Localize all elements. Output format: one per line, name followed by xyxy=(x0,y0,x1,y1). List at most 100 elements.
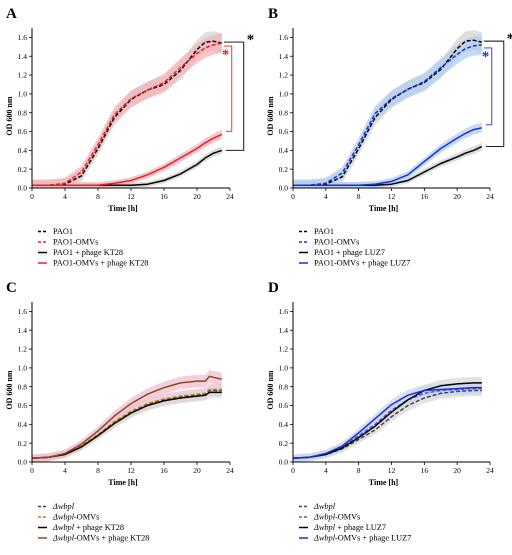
y-tick-label: 0.2 xyxy=(279,439,289,448)
x-tick-label: 24 xyxy=(486,466,494,475)
y-tick-label: 1.0 xyxy=(18,89,28,98)
legend-label-1: Δwbpl xyxy=(52,502,75,511)
series-band-4 xyxy=(32,370,222,462)
x-tick-label: 20 xyxy=(193,466,201,475)
y-tick-label: 1.6 xyxy=(18,307,28,316)
legend-label-strain: Δwbpl xyxy=(52,502,75,511)
series-line-3 xyxy=(292,382,482,459)
legend-label-strain: Δwbpl xyxy=(313,534,336,543)
significance-star-black: * xyxy=(507,31,512,47)
legend-label-2: Δwbpl-OMVs xyxy=(52,513,99,522)
x-tick-label: 8 xyxy=(96,192,100,201)
legend-label-rest: + phage LUZ7 xyxy=(335,523,386,532)
legend-label-strain: Δwbpl xyxy=(313,502,336,511)
x-tick-label: 16 xyxy=(421,466,429,475)
legend-label-rest: -OMVs xyxy=(74,513,99,522)
series-line-4 xyxy=(31,375,222,459)
panel-B: B 0.0 0.2 0.4 0.6 0.8 1.0 1.2 1.4 1.6 0 4 8 12 16 20 24 T… xyxy=(266,6,512,268)
y-tick-label: 1.0 xyxy=(279,89,289,98)
panel-letter: D xyxy=(268,280,279,296)
x-tick-label: 16 xyxy=(160,192,168,201)
x-tick-label: 20 xyxy=(453,466,461,475)
series-line-3 xyxy=(31,391,222,459)
x-tick-label: 12 xyxy=(127,192,135,201)
legend-label-2: Δwbpl-OMVs xyxy=(313,513,360,522)
y-tick-label: 0.8 xyxy=(279,382,289,391)
legend-label-4: Δwbpl-OMVs + phage LUZ7 xyxy=(313,534,411,543)
y-axis-title: OD 600 nm xyxy=(266,96,275,135)
y-axis-title: OD 600 nm xyxy=(266,370,275,409)
y-tick-label: 1.4 xyxy=(279,52,289,61)
legend-label-rest: -OMVs xyxy=(335,513,360,522)
significance-star-black: * xyxy=(247,32,255,48)
series-line-4 xyxy=(292,386,482,459)
legend-label-3: Δwbpl + phage LUZ7 xyxy=(313,523,386,532)
significance-star-colored: * xyxy=(222,47,230,63)
x-tick-label: 0 xyxy=(30,466,34,475)
legend-label-4: PAO1-OMVs + phage KT28 xyxy=(53,259,148,268)
x-axis-title: Time [h] xyxy=(108,478,138,487)
y-tick-label: 1.6 xyxy=(279,33,289,42)
x-tick-label: 0 xyxy=(291,192,295,201)
legend-label-strain: Δwbpl xyxy=(52,534,75,543)
legend-label-1: PAO1 xyxy=(314,227,334,236)
legend-label-3: Δwbpl + phage KT28 xyxy=(52,523,124,532)
y-tick-label: 0.4 xyxy=(18,420,28,429)
legend-label-strain: Δwbpl xyxy=(52,513,75,522)
y-tick-label: 1.4 xyxy=(18,326,28,335)
legend-label-3: PAO1 + phage KT28 xyxy=(53,248,123,257)
panel-D: D 0.0 0.2 0.4 0.6 0.8 1.0 1.2 1.4 1.6 0 4 8 12 16 20 24 T… xyxy=(266,280,494,543)
legend-label-2: PAO1-OMVs xyxy=(53,238,98,247)
x-tick-label: 4 xyxy=(324,192,328,201)
panel-letter: B xyxy=(268,6,278,22)
legend-label-rest: + phage KT28 xyxy=(74,523,124,532)
x-tick-label: 24 xyxy=(226,192,234,201)
significance-star-colored: * xyxy=(482,49,490,65)
x-tick-label: 8 xyxy=(357,466,361,475)
series-line-2 xyxy=(32,42,222,186)
y-tick-label: 1.4 xyxy=(18,52,28,61)
y-tick-label: 0.4 xyxy=(18,146,28,155)
y-tick-label: 1.0 xyxy=(279,363,289,372)
x-tick-label: 0 xyxy=(291,466,295,475)
x-axis-title: Time [h] xyxy=(369,204,399,213)
x-tick-label: 12 xyxy=(388,192,396,201)
significance-bracket-black xyxy=(223,41,245,151)
panel-letter: A xyxy=(6,6,17,22)
x-tick-label: 24 xyxy=(226,466,234,475)
series-band-4 xyxy=(32,129,222,188)
y-tick-label: 0.2 xyxy=(18,439,28,448)
series-band-3 xyxy=(32,146,222,188)
y-tick-label: 0.8 xyxy=(18,382,28,391)
y-tick-label: 0.6 xyxy=(18,401,28,410)
panel-C: C 0.0 0.2 0.4 0.6 0.8 1.0 1.2 1.4 1.6 0 4 8 12 16 20 24 T… xyxy=(5,280,234,543)
y-tick-label: 0.6 xyxy=(18,127,28,136)
y-tick-label: 0.0 xyxy=(18,184,28,193)
legend-label-2: PAO1-OMVs xyxy=(314,238,359,247)
y-tick-label: 0.6 xyxy=(279,401,289,410)
series-band-1 xyxy=(293,384,482,462)
y-tick-label: 0.6 xyxy=(279,127,289,136)
y-axis-title: OD 600 nm xyxy=(5,370,14,409)
y-tick-label: 0.4 xyxy=(279,146,289,155)
legend-label-3: PAO1 + phage LUZ7 xyxy=(314,248,385,257)
panel-A: A 0.0 0.2 0.4 0.6 0.8 1.0 1.2 1.4 1.6 0 4 8 12 16 20 24 T… xyxy=(5,6,254,268)
x-tick-label: 16 xyxy=(421,192,429,201)
y-tick-label: 1.2 xyxy=(279,345,289,354)
legend-label-rest: -OMVs + phage LUZ7 xyxy=(335,534,411,543)
significance-bracket-colored xyxy=(483,47,493,126)
y-tick-label: 1.4 xyxy=(279,326,289,335)
x-tick-label: 20 xyxy=(453,192,461,201)
y-tick-label: 1.2 xyxy=(18,345,28,354)
series-line-2 xyxy=(293,44,482,186)
y-tick-label: 1.6 xyxy=(18,33,28,42)
x-tick-label: 12 xyxy=(127,466,135,475)
legend-label-rest: -OMVs + phage KT28 xyxy=(74,534,149,543)
legend-label-strain: Δwbpl xyxy=(52,523,75,532)
x-tick-label: 0 xyxy=(30,192,34,201)
x-tick-label: 4 xyxy=(63,466,67,475)
legend-label-1: PAO1 xyxy=(53,227,73,236)
legend-label-1: Δwbpl xyxy=(313,502,336,511)
panel-letter: C xyxy=(6,280,17,296)
y-tick-label: 1.2 xyxy=(279,71,289,80)
